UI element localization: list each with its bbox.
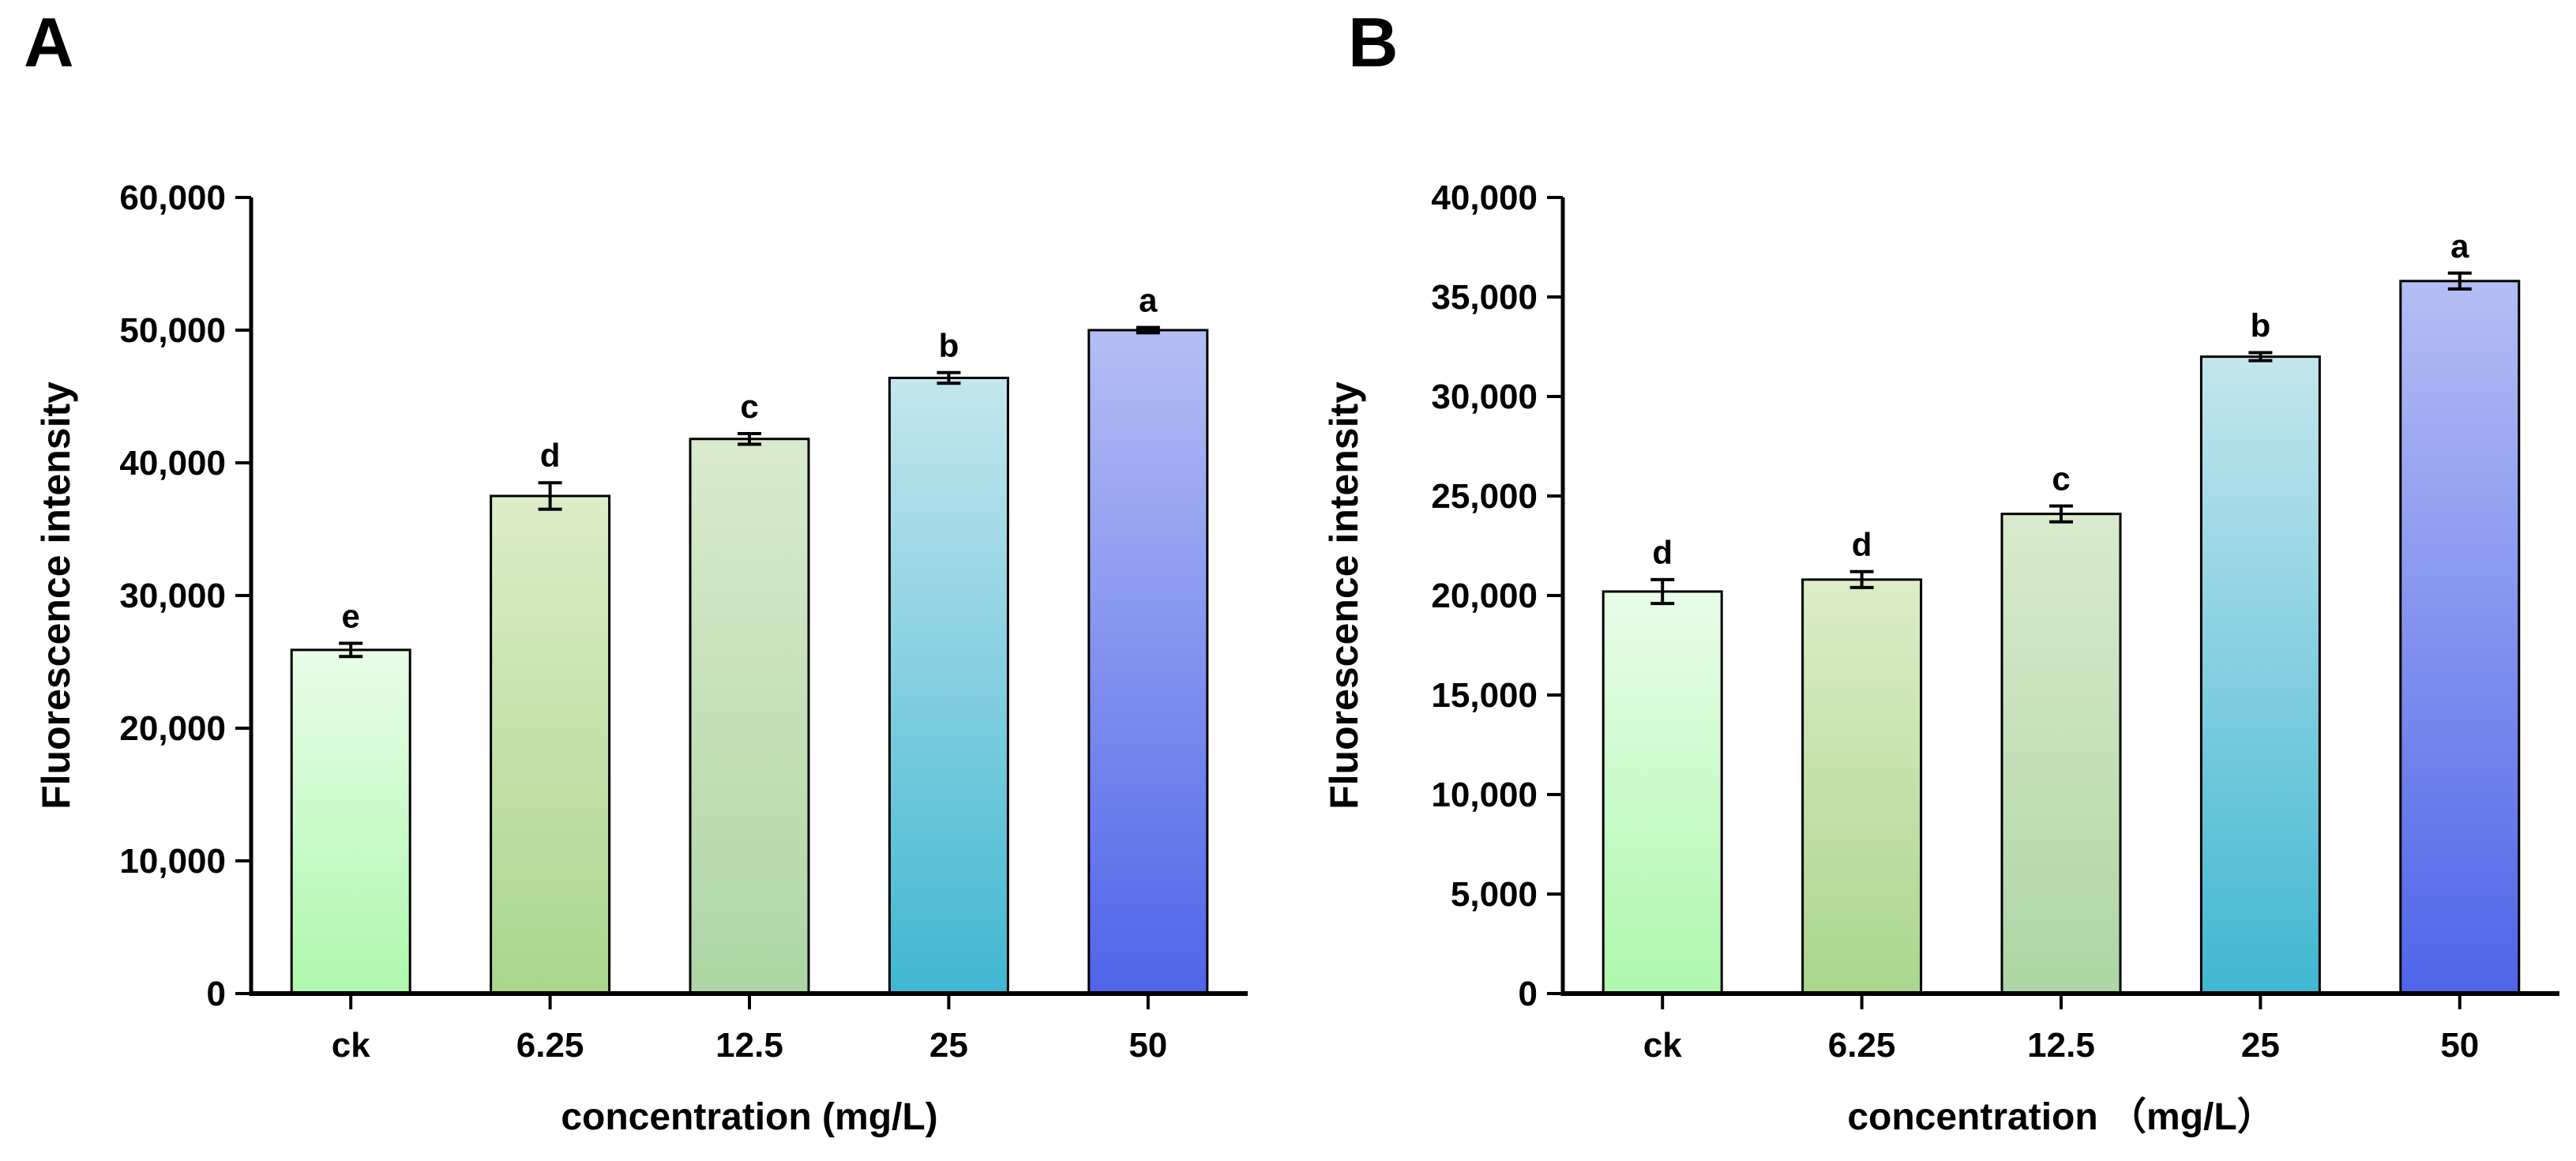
- y-axis-title: Fluorescence intensity: [1322, 381, 1366, 810]
- sig-letter-25: b: [2251, 307, 2271, 344]
- x-tick-label-50: 50: [1128, 1026, 1167, 1065]
- sig-letter-50: a: [1139, 282, 1158, 319]
- error-bar-12.5: [2049, 504, 2073, 524]
- sig-letter-ck: d: [1652, 534, 1673, 571]
- sig-letter-6.25: d: [1852, 526, 1872, 563]
- bar-12.5: [2000, 513, 2122, 995]
- bar-25: [2199, 355, 2321, 995]
- y-tick-label: 0: [207, 975, 226, 1013]
- y-tick-label: 10,000: [1431, 776, 1538, 814]
- bar-ck: [1602, 590, 1723, 995]
- y-tick-label: 40,000: [1431, 178, 1538, 217]
- panel-b: B d ck d 6.25 c 12.5 b 25 a 50 0 5,000 10,000 15,000 2…: [1288, 0, 2576, 1161]
- sig-letter-25: b: [939, 327, 959, 364]
- y-tick-label: 5,000: [1451, 875, 1538, 914]
- bar-6.25: [1801, 578, 1923, 995]
- panel-a: A e ck d 6.25 c 12.5 b 25 a 50 0 10,000 20,000 30,000…: [24, 3, 1248, 1138]
- x-tick-label-25: 25: [929, 1026, 968, 1065]
- y-tick-label: 30,000: [1431, 378, 1538, 416]
- error-bar-25: [2248, 351, 2273, 363]
- x-tick-label-ck: ck: [332, 1026, 370, 1065]
- panel-b-bar-chart: d ck d 6.25 c 12.5 b 25 a 50 0 5,000 10,000 15,000 20,…: [1322, 178, 2559, 1138]
- error-bar-6.25: [538, 481, 562, 511]
- x-tick-label-6.25: 6.25: [1828, 1026, 1896, 1065]
- x-axis-title: concentration （mg/L）: [1847, 1096, 2274, 1138]
- sig-letter-12.5: c: [2052, 460, 2070, 498]
- x-tick-label-ck: ck: [1643, 1026, 1682, 1065]
- x-tick-label-12.5: 12.5: [715, 1026, 783, 1065]
- bar-25: [888, 376, 1009, 995]
- sig-letter-6.25: d: [540, 437, 561, 474]
- y-tick-label: 20,000: [1431, 577, 1538, 615]
- y-tick-label: 40,000: [119, 444, 226, 483]
- panel-a-bar-chart: e ck d 6.25 c 12.5 b 25 a 50 0 10,000 20,000 30,000 40…: [34, 178, 1248, 1138]
- x-tick-label-12.5: 12.5: [2027, 1026, 2095, 1065]
- error-bar-12.5: [738, 432, 761, 446]
- sig-letter-ck: e: [342, 597, 360, 634]
- sig-letter-12.5: c: [740, 388, 758, 425]
- x-axis-title: concentration (mg/L): [561, 1096, 937, 1138]
- bar-50: [2399, 280, 2521, 995]
- panel-a-letter: A: [24, 3, 74, 81]
- y-tick-label: 20,000: [119, 709, 226, 748]
- error-bar-ck: [1650, 577, 1675, 606]
- x-tick-label-6.25: 6.25: [516, 1026, 584, 1065]
- sig-letter-50: a: [2450, 227, 2469, 265]
- bar-6.25: [490, 494, 611, 995]
- y-tick-label: 25,000: [1431, 477, 1538, 516]
- y-tick-label: 0: [1519, 975, 1538, 1013]
- error-bar-6.25: [1849, 569, 1874, 589]
- bar-ck: [290, 648, 411, 995]
- y-axis-title: Fluorescence intensity: [34, 381, 78, 810]
- bar-12.5: [689, 438, 810, 995]
- panel-b-letter: B: [1348, 3, 1399, 81]
- y-tick-label: 30,000: [119, 577, 226, 615]
- error-bar-50: [2447, 271, 2472, 291]
- error-bar-25: [937, 370, 961, 385]
- bar-50: [1087, 329, 1209, 995]
- y-tick-label: 35,000: [1431, 278, 1538, 317]
- y-tick-label: 15,000: [1431, 676, 1538, 715]
- y-tick-label: 60,000: [119, 178, 226, 217]
- error-bar-50: [1136, 325, 1160, 335]
- x-tick-label-25: 25: [2241, 1026, 2280, 1065]
- error-bar-ck: [339, 641, 363, 659]
- x-tick-label-50: 50: [2440, 1026, 2479, 1065]
- y-tick-label: 10,000: [119, 842, 226, 881]
- y-tick-label: 50,000: [119, 311, 226, 350]
